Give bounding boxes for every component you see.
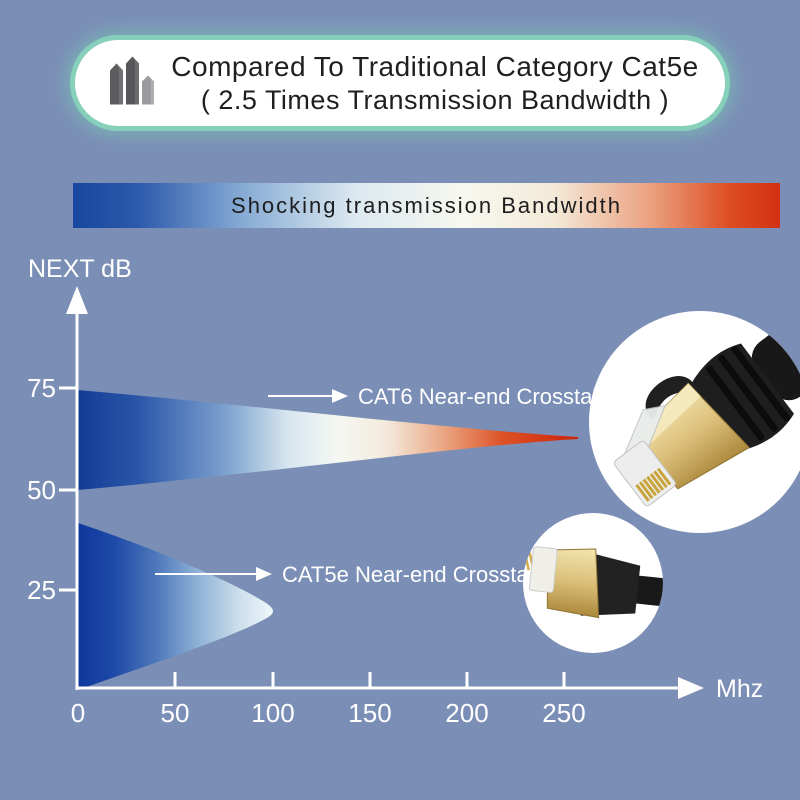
y-tick-label: 25 xyxy=(27,575,56,605)
x-tick-label: 150 xyxy=(348,698,391,728)
x-axis-label: Mhz xyxy=(716,675,763,703)
x-tick-label: 100 xyxy=(251,698,294,728)
x-tick-label: 250 xyxy=(542,698,585,728)
cat6-annotation: CAT6 Near-end Crosstalk xyxy=(268,384,609,409)
cat6-series-label: CAT6 Near-end Crosstalk xyxy=(358,384,609,409)
banner-text: Shocking transmission Bandwidth xyxy=(231,192,622,218)
y-axis-label: NEXT dB xyxy=(28,255,132,283)
cat5e-crosstalk-wedge xyxy=(78,523,274,690)
y-tick-label: 50 xyxy=(27,475,56,505)
cat5e-series-label: CAT5e Near-end Crosstalk xyxy=(282,562,545,587)
cat6-crosstalk-wedge xyxy=(78,390,578,490)
cat5e-plug-photo xyxy=(523,513,663,653)
x-tick-label: 200 xyxy=(445,698,488,728)
cat6-plug-photo xyxy=(589,311,800,533)
bar-chart-icon xyxy=(107,55,159,112)
header-title-line1: Compared To Traditional Category Cat5e xyxy=(171,50,699,82)
x-tick-label: 0 xyxy=(71,698,85,728)
x-tick-label: 50 xyxy=(161,698,190,728)
y-axis xyxy=(59,286,88,690)
header-title-line2: ( 2.5 Times Transmission Bandwidth ) xyxy=(200,84,670,115)
cat5e-annotation: CAT5e Near-end Crosstalk xyxy=(155,562,545,587)
y-tick-label: 75 xyxy=(27,373,56,403)
banner: Shocking transmission Bandwidth xyxy=(73,183,780,228)
header-title: Compared To Traditional Category Cat5e (… xyxy=(75,50,725,117)
header-badge: Compared To Traditional Category Cat5e (… xyxy=(75,40,725,126)
x-axis xyxy=(76,672,704,699)
